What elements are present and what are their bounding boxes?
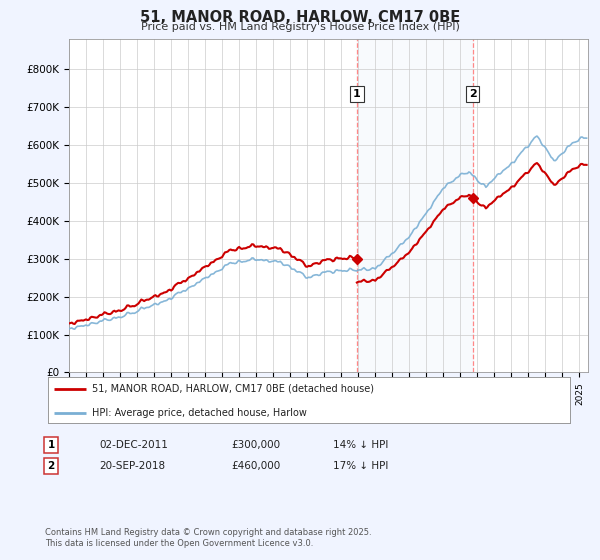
Text: Price paid vs. HM Land Registry's House Price Index (HPI): Price paid vs. HM Land Registry's House … <box>140 22 460 32</box>
Text: 2: 2 <box>47 461 55 471</box>
Bar <box>357 39 473 372</box>
Text: 17% ↓ HPI: 17% ↓ HPI <box>333 461 388 471</box>
Text: 2: 2 <box>469 89 476 99</box>
Text: 1: 1 <box>47 440 55 450</box>
Text: 1: 1 <box>353 89 361 99</box>
Text: 02-DEC-2011: 02-DEC-2011 <box>99 440 168 450</box>
Text: HPI: Average price, detached house, Harlow: HPI: Average price, detached house, Harl… <box>92 408 307 418</box>
Text: Contains HM Land Registry data © Crown copyright and database right 2025.
This d: Contains HM Land Registry data © Crown c… <box>45 528 371 548</box>
Text: 20-SEP-2018: 20-SEP-2018 <box>99 461 165 471</box>
Text: 51, MANOR ROAD, HARLOW, CM17 0BE (detached house): 51, MANOR ROAD, HARLOW, CM17 0BE (detach… <box>92 384 374 394</box>
Text: 14% ↓ HPI: 14% ↓ HPI <box>333 440 388 450</box>
Text: 51, MANOR ROAD, HARLOW, CM17 0BE: 51, MANOR ROAD, HARLOW, CM17 0BE <box>140 10 460 25</box>
Text: £300,000: £300,000 <box>231 440 280 450</box>
Text: £460,000: £460,000 <box>231 461 280 471</box>
